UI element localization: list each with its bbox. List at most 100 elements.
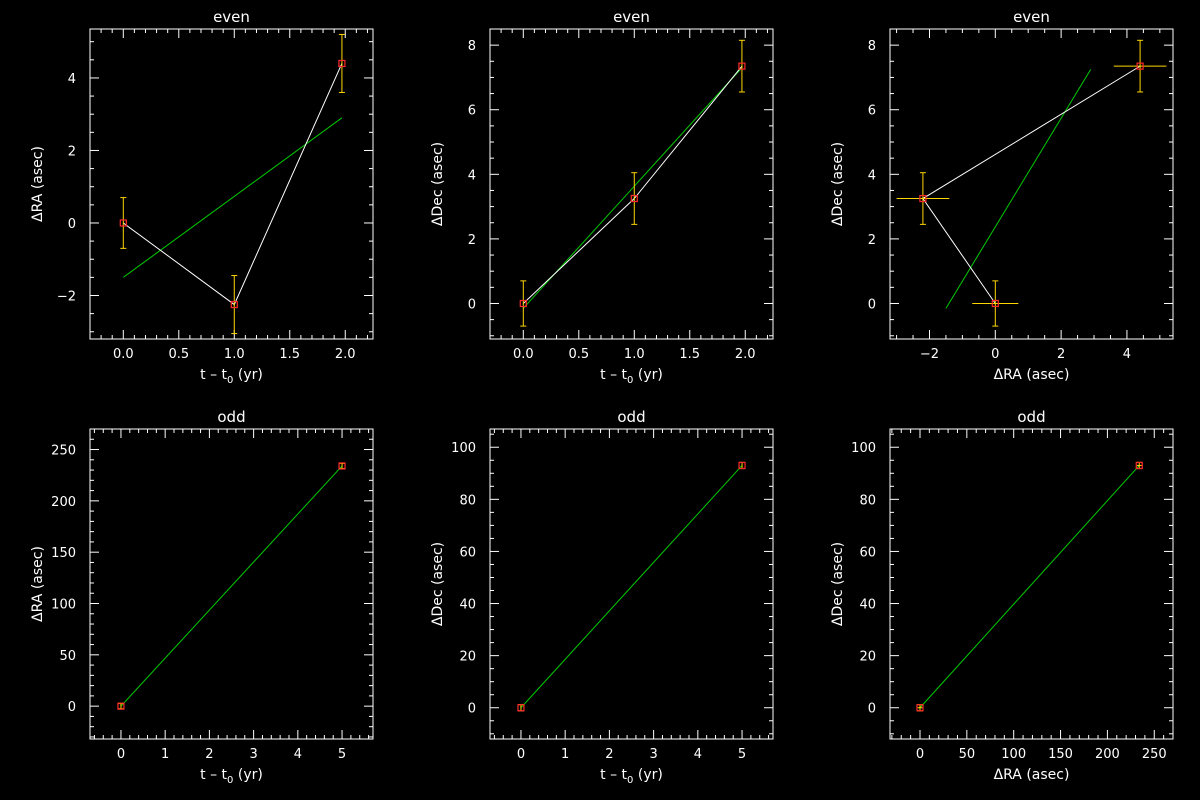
fit-line (945, 69, 1092, 309)
panel-title: even (213, 8, 250, 26)
x-tick-label: 0 (916, 747, 924, 762)
x-axis-label-text: ΔRA (asec) (994, 367, 1070, 383)
y-axis-label-text: ΔDec (asec) (830, 142, 846, 226)
plot-frame (889, 428, 1174, 740)
x-tick-label: 4 (694, 747, 702, 762)
y-tick-label: 50 (59, 649, 76, 664)
fit-line (122, 117, 343, 278)
data-layer (117, 462, 346, 710)
x-axis-label-suffix: (yr) (233, 767, 262, 783)
data-point-marker (338, 59, 346, 68)
panel-title: odd (1017, 408, 1045, 426)
y-axis-label: ΔDec (asec) (830, 142, 846, 226)
y-tick-label: 150 (51, 546, 76, 561)
x-tick-label: 5 (338, 747, 346, 762)
x-tick-label: 3 (249, 747, 257, 762)
y-tick-label: 6 (468, 104, 476, 119)
y-tick-label: 60 (859, 545, 876, 560)
data-point-marker (517, 704, 525, 712)
data-layer (119, 33, 346, 335)
x-axis-label-text: ΔRA (asec) (994, 767, 1070, 783)
x-tick-label: 2 (605, 747, 613, 762)
data-point-marker (1135, 461, 1143, 470)
x-tick-label: 100 (1001, 747, 1026, 762)
y-tick-label: 6 (868, 104, 876, 119)
x-tick-label: 4 (1123, 347, 1131, 362)
data-connecting-line (122, 63, 343, 306)
plot-frame (89, 428, 374, 740)
y-tick-label: 8 (468, 39, 476, 54)
x-tick-label: 2 (1057, 347, 1065, 362)
y-axis-label-text: ΔDec (asec) (830, 542, 846, 626)
x-axis-label: t – t0 (yr) (600, 767, 663, 786)
y-axis-label: ΔDec (asec) (430, 142, 446, 226)
x-axis-label-subscript: 0 (627, 375, 633, 386)
data-point-marker (916, 704, 924, 712)
data-point-marker (919, 194, 927, 203)
y-tick-label: 20 (459, 650, 476, 665)
y-tick-label: −2 (57, 289, 76, 304)
fit-line (522, 67, 743, 309)
x-tick-label: 1 (161, 747, 169, 762)
y-tick-label: 100 (451, 441, 476, 456)
x-axis-label: t – t0 (yr) (200, 767, 263, 786)
y-tick-label: 2 (68, 144, 76, 159)
data-layer (896, 39, 1167, 327)
x-tick-label: 5 (738, 747, 746, 762)
x-tick-label: 50 (959, 747, 976, 762)
plot-frame (889, 28, 1174, 340)
x-tick-label: 2.0 (335, 347, 356, 362)
y-axis-label: ΔRA (asec) (30, 146, 46, 222)
x-tick-label: 1.5 (679, 347, 700, 362)
plot-frame (489, 28, 774, 340)
fit-line (919, 465, 1140, 709)
panel-title: odd (617, 408, 645, 426)
x-axis-label-text: t – t (200, 367, 227, 383)
y-tick-label: 0 (468, 297, 476, 312)
data-point-marker (1136, 62, 1144, 70)
y-axis-label-text: ΔRA (asec) (30, 146, 46, 222)
x-tick-label: 4 (294, 747, 302, 762)
data-layer (517, 461, 746, 712)
y-tick-label: 0 (468, 702, 476, 717)
x-tick-label: 0.0 (513, 347, 534, 362)
x-tick-label: 0.0 (113, 347, 134, 362)
y-tick-label: 250 (51, 444, 76, 459)
x-tick-label: 1.0 (624, 347, 645, 362)
x-tick-label: −2 (920, 347, 939, 362)
x-tick-label: 150 (1048, 747, 1073, 762)
y-tick-label: 80 (859, 493, 876, 508)
x-tick-label: 0 (991, 347, 999, 362)
panel-title: even (1013, 8, 1050, 26)
x-tick-label: 2.0 (735, 347, 756, 362)
data-point-marker (630, 194, 638, 203)
x-tick-label: 250 (1142, 747, 1167, 762)
y-axis-label-text: ΔDec (asec) (430, 542, 446, 626)
x-tick-label: 1.0 (224, 347, 245, 362)
x-tick-label: 2 (205, 747, 213, 762)
panel-title: odd (217, 408, 245, 426)
data-layer (916, 461, 1143, 712)
y-tick-label: 100 (851, 441, 876, 456)
data-point-marker (991, 299, 999, 308)
y-tick-label: 8 (868, 39, 876, 54)
panel-title: even (613, 8, 650, 26)
data-point-marker (738, 62, 746, 70)
fit-line (520, 465, 743, 709)
x-axis-label-subscript: 0 (627, 775, 633, 786)
y-tick-label: 0 (868, 297, 876, 312)
x-tick-label: 0.5 (168, 347, 189, 362)
x-tick-label: 3 (649, 747, 657, 762)
plot-frame (489, 428, 774, 740)
x-tick-label: 1 (561, 747, 569, 762)
y-tick-label: 4 (868, 168, 876, 183)
y-axis-label: ΔDec (asec) (830, 542, 846, 626)
y-tick-label: 40 (459, 598, 476, 613)
y-tick-label: 4 (68, 72, 76, 87)
y-tick-label: 4 (468, 168, 476, 183)
x-axis-label-suffix: (yr) (633, 767, 662, 783)
